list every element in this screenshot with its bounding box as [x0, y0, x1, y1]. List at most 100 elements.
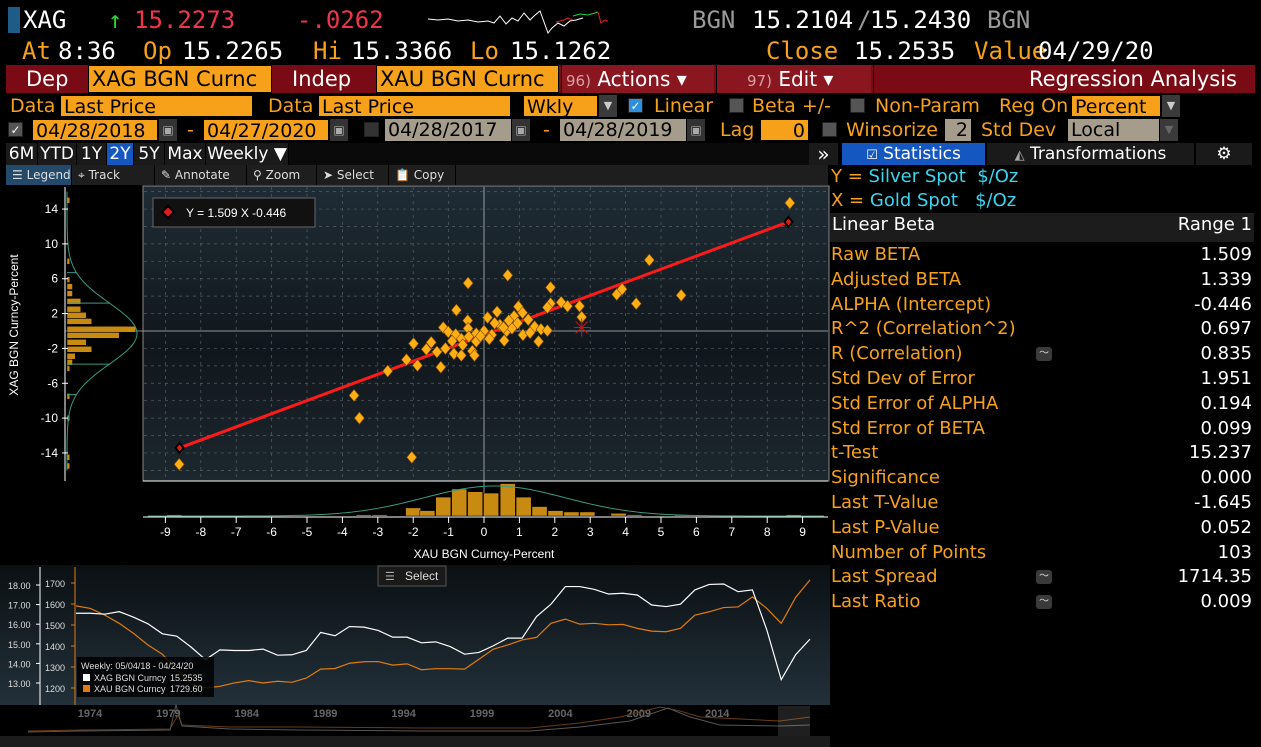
edit-menu-button[interactable]: 97) Edit ▾: [716, 65, 871, 93]
independent-security-input[interactable]: XAU BGN Curnc: [376, 65, 559, 93]
regression-scatter-chart[interactable]: -9 -8 -7 -6 -5 -4 -3 -2 -1 0 1 2 3 4 5 6 7 8 9141062-2-6-1…: [0, 185, 830, 565]
y-tick-label: 14: [45, 202, 59, 216]
x-histogram-bar: [610, 513, 627, 517]
x-tick-label: 6: [693, 525, 700, 539]
scatter-point: [512, 316, 524, 330]
range1-end-date[interactable]: 04/27/2020: [203, 119, 329, 141]
x-tick-label: -3: [372, 525, 383, 539]
magnifier-icon: ⚲: [253, 168, 262, 182]
stat-value: 0.052: [1200, 516, 1252, 538]
x-tick-label: 0: [481, 525, 488, 539]
tab-transformations-label: Transformations: [1030, 144, 1167, 164]
period-ytd-button[interactable]: YTD: [38, 143, 77, 165]
silver-tick-label: 16.00: [8, 620, 31, 630]
dependent-security-input[interactable]: XAG BGN Curnc: [88, 65, 272, 93]
frequency-weekly-dropdown[interactable]: Weekly ▼: [206, 143, 289, 165]
scatter-point: [489, 316, 501, 330]
stat-label: t-Test: [831, 442, 879, 464]
scatter-point: [483, 332, 495, 346]
frequency-select[interactable]: Wkly: [523, 95, 598, 117]
winsorize-input[interactable]: 2: [945, 119, 971, 141]
gold-tick-label: 1300: [45, 663, 65, 673]
x-tick-label: -4: [337, 525, 348, 539]
gold-tick-label: 1600: [45, 600, 65, 610]
y-histogram-bar: [66, 276, 70, 283]
x-tick-label: 9: [799, 525, 806, 539]
x-tick-label: -9: [160, 525, 171, 539]
y-tick-label: -6: [47, 376, 58, 390]
period-5y-button[interactable]: 5Y: [134, 143, 165, 165]
x-axis-title: XAU BGN Curncy-Percent: [414, 547, 555, 561]
silver-tick-label: 13.00: [8, 679, 31, 689]
range1-checkbox[interactable]: ✓: [8, 122, 23, 137]
beta-checkbox[interactable]: [729, 98, 744, 113]
stat-value: 1.951: [1200, 368, 1252, 389]
data2-field[interactable]: Last Price: [318, 95, 511, 117]
track-button[interactable]: ⌖ Track: [72, 165, 155, 185]
range2-checkbox[interactable]: [364, 122, 379, 137]
stat-row: Raw BETA 1.509: [831, 243, 1252, 267]
stddev-dropdown-icon[interactable]: ▼: [1160, 119, 1178, 141]
bottom-scrollbar[interactable]: [0, 736, 830, 747]
annotate-label: Annotate: [174, 168, 230, 182]
period-6m-button[interactable]: 6M: [6, 143, 38, 165]
up-arrow-icon: ↑: [108, 6, 123, 34]
annotate-button[interactable]: ✎ Annotate: [155, 165, 247, 185]
scatter-point: [448, 347, 460, 361]
zoom-button[interactable]: ⚲ Zoom: [247, 165, 317, 185]
history-select-button[interactable]: [377, 565, 447, 587]
chart-link-icon[interactable]: 〜: [1036, 347, 1052, 362]
x-histogram-bar: [579, 511, 596, 517]
actions-menu-button[interactable]: 96) Actions ▾: [561, 65, 714, 93]
range2-dash: -: [543, 119, 550, 141]
stat-value: 1.509: [1200, 244, 1252, 265]
frequency-dropdown-icon[interactable]: ▼: [599, 95, 617, 117]
chart-link-icon[interactable]: 〜: [1036, 595, 1052, 610]
silver-tick-label: 14.00: [8, 659, 31, 669]
lag-input[interactable]: 0: [760, 119, 809, 141]
x-histogram-bar: [405, 507, 422, 517]
reg-on-dropdown-icon[interactable]: ▼: [1162, 95, 1180, 117]
y-histogram-bar: [66, 306, 81, 313]
period-2y-button[interactable]: 2Y: [107, 143, 134, 165]
y-histogram-bar: [66, 283, 73, 290]
linear-checkbox[interactable]: ✓: [628, 98, 643, 113]
collapse-panel-button[interactable]: »: [809, 143, 839, 165]
data1-field[interactable]: Last Price: [60, 95, 253, 117]
calendar-icon[interactable]: ▣: [687, 119, 705, 141]
reg-on-select[interactable]: Percent: [1071, 95, 1161, 117]
range2-start-date[interactable]: 04/28/2017: [385, 119, 511, 141]
period-1y-button[interactable]: 1Y: [77, 143, 107, 165]
calendar-icon[interactable]: ▣: [512, 119, 530, 141]
chart-link-icon[interactable]: 〜: [1036, 570, 1052, 585]
scatter-point: [503, 314, 515, 328]
settings-gear-icon[interactable]: ⚙: [1196, 143, 1253, 165]
copy-button[interactable]: 📋 Copy: [389, 165, 456, 185]
nonparam-label: Non-Param: [875, 95, 980, 117]
calendar-icon[interactable]: ▣: [330, 119, 348, 141]
x-tick-label: 8: [764, 525, 771, 539]
legend-button[interactable]: ☰ Legend: [6, 165, 72, 185]
select-button[interactable]: ➤ Select: [317, 165, 389, 185]
gold-tick-label: 1700: [45, 579, 65, 589]
tab-statistics[interactable]: ☑ Statistics: [842, 143, 986, 165]
nonparam-checkbox[interactable]: [850, 98, 865, 113]
period-max-button[interactable]: Max: [165, 143, 206, 165]
stat-label: Number of Points: [831, 541, 987, 563]
scatter-point: [502, 268, 514, 282]
close-label: Close: [766, 37, 839, 65]
history-select-label[interactable]: Select: [405, 569, 439, 583]
y-tick-label: -10: [41, 411, 59, 425]
stat-label: Significance: [831, 467, 940, 489]
time-value: 8:36: [58, 37, 116, 65]
scatter-point: [643, 253, 655, 267]
range2-end-date[interactable]: 04/28/2019: [560, 119, 686, 141]
winsorize-checkbox[interactable]: [822, 122, 837, 137]
calendar-icon[interactable]: ▣: [159, 119, 177, 141]
range1-start-date[interactable]: 04/28/2018: [32, 119, 158, 141]
price-history-chart[interactable]: 18.00 17.00 16.00 15.00 14.00 13.00 1700 1600 15…: [0, 565, 830, 747]
scatter-point: [435, 360, 447, 374]
tab-transformations[interactable]: ◭ Transformations: [987, 143, 1195, 165]
stddev-select[interactable]: Local: [1068, 119, 1159, 141]
overview-range-handle[interactable]: [778, 706, 810, 736]
